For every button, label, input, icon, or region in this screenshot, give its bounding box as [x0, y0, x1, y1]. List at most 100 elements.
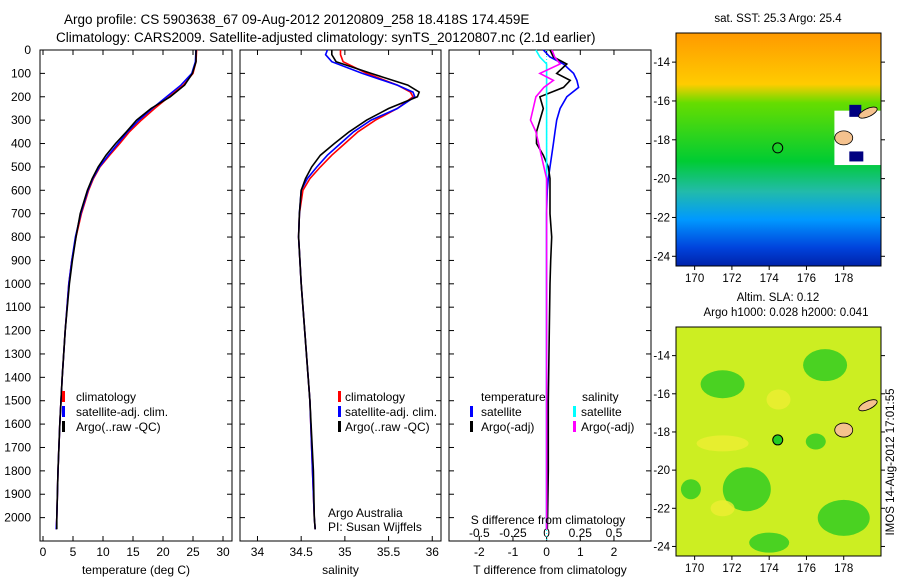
x-tick-label: 36 [426, 545, 440, 559]
legend-label: Argo(..raw -QC) [76, 420, 161, 434]
y-tick-label: 1400 [4, 370, 31, 384]
legend-label: satellite-adj. clim. [345, 405, 437, 419]
lon-tick-label: 170 [685, 563, 704, 575]
y-tick-label: 700 [11, 207, 31, 221]
sla-map-panel: Altim. SLA: 0.12 Argo h1000: 0.028 h2000… [653, 292, 885, 575]
x-axis-label: T difference from climatology [473, 563, 627, 577]
sla-map-subtitle: Argo h1000: 0.028 h2000: 0.041 [704, 307, 869, 319]
legend-swatch-satellite [62, 406, 65, 417]
sla-low-blob [817, 499, 870, 536]
sla-low-blob [680, 479, 701, 500]
sst-cell [849, 151, 864, 162]
x-tick-label: 0 [543, 545, 550, 559]
y-tick-label: 300 [11, 113, 31, 127]
x-tick-label: 35 [338, 545, 352, 559]
x-tick-label: 34.5 [289, 545, 313, 559]
imos-watermark: IMOS 14-Aug-2012 17:01:55 [885, 388, 897, 535]
annotation-pi: PI: Susan Wijffels [328, 520, 422, 534]
y-tick-label: 800 [11, 230, 31, 244]
sla-map-title: Altim. SLA: 0.12 [737, 292, 819, 304]
legend-label: satellite [581, 405, 622, 419]
temperature-panel: 0 5 10 15 20 25 30 temperature (deg C) 0 100 200 30… [4, 43, 233, 577]
legend-label: Argo(..raw -QC) [345, 420, 430, 434]
lat-tick-label: -22 [653, 503, 670, 515]
plot-frame [239, 49, 442, 542]
legend-swatch-satellite [338, 406, 341, 417]
y-tick-label: 1000 [4, 277, 31, 291]
x-tick-label: -1 [508, 545, 519, 559]
legend-swatch-s-satellite [573, 406, 576, 417]
x-tick-label: 30 [216, 545, 230, 559]
x-tick-label: 15 [126, 545, 140, 559]
sst-map-panel: sat. SST: 25.3 Argo: 25.4 170 172 174 176 17… [653, 13, 885, 285]
x-tick-label: 2 [611, 545, 618, 559]
argo-position-marker [772, 434, 784, 446]
lon-tick-label: 174 [760, 273, 780, 285]
y-tick-label: 100 [11, 66, 31, 80]
lon-tick-label: 170 [685, 273, 704, 285]
lon-tick-label: 172 [722, 273, 741, 285]
header-line2: Climatology: CARS2009. Satellite-adjuste… [56, 30, 596, 45]
lon-tick-label: 174 [760, 563, 780, 575]
x-axis-label: temperature (deg C) [82, 563, 190, 577]
lon-tick-label: 178 [834, 563, 853, 575]
difference-legend: temperature salinity satellite Argo(-adj… [470, 390, 634, 527]
sla-low-blob [722, 467, 771, 512]
x-tick-label: 25 [186, 545, 200, 559]
x-tick-label: 0 [40, 545, 47, 559]
x-axis-label: salinity [322, 563, 359, 577]
x-tick-label: 1 [577, 545, 584, 559]
land-viti-levu [834, 130, 854, 146]
series-line-argo-raw-qc- [55, 50, 197, 530]
lat-tick-label: -16 [653, 96, 670, 108]
y-tick-label: 1700 [4, 440, 31, 454]
y-tick-label: 1800 [4, 464, 31, 478]
salinity-panel: 34 34.5 35 35.5 36 salinity [239, 49, 442, 577]
lat-tick-label: -14 [653, 351, 670, 363]
sla-low-blob [749, 532, 790, 553]
series-line-argo-raw-qc- [297, 50, 421, 530]
legend-swatch-argo [62, 421, 65, 432]
s-diff-tick-label: 0.25 [569, 526, 593, 540]
y-tick-label: 1200 [4, 324, 31, 338]
plot-frame [39, 49, 233, 542]
y-tick-label: 200 [11, 90, 31, 104]
y-tick-label: 600 [11, 183, 31, 197]
y-tick-label: 1900 [4, 487, 31, 501]
sst-map-title: sat. SST: 25.3 Argo: 25.4 [714, 13, 842, 25]
argo-position-marker [772, 142, 784, 154]
y-tick-label: 1100 [5, 300, 31, 314]
s-diff-axis-label: S difference from climatology [471, 513, 626, 527]
y-tick-label: 1500 [4, 394, 31, 408]
map-frame [675, 326, 882, 557]
s-diff-tick-label: -0.5 [469, 526, 490, 540]
legend-label: climatology [76, 390, 136, 404]
legend-swatch-t-satellite [470, 406, 473, 417]
lon-tick-label: 172 [722, 563, 741, 575]
temperature-legend: climatology satellite-adj. clim. Argo(..… [62, 390, 168, 434]
lat-tick-label: -16 [653, 389, 670, 401]
salinity-legend: climatology satellite-adj. clim. Argo(..… [328, 390, 437, 534]
legend-label: satellite-adj. clim. [76, 405, 168, 419]
legend-header-temperature: temperature [481, 390, 546, 404]
land-vanua-levu [858, 399, 878, 412]
sst-cell [849, 104, 862, 117]
x-tick-label: 10 [96, 545, 110, 559]
y-tick-label: 1300 [4, 347, 31, 361]
legend-swatch-t-argo [470, 421, 473, 432]
lat-tick-label: -22 [653, 212, 670, 224]
map-frame [675, 32, 882, 267]
s-diff-tick-label: 0.5 [606, 526, 623, 540]
annotation-argo-australia: Argo Australia [328, 506, 403, 520]
x-tick-label: 34 [251, 545, 265, 559]
x-tick-label: 35.5 [377, 545, 401, 559]
y-tick-label: 2000 [4, 511, 31, 525]
land-viti-levu [834, 422, 854, 438]
s-diff-tick-label: -0.25 [499, 526, 527, 540]
lon-tick-label: 176 [797, 273, 816, 285]
lat-tick-label: -14 [653, 57, 670, 69]
sla-high-blob [696, 435, 749, 452]
series-line-salinity-argo-adj- [529, 49, 562, 530]
lat-tick-label: -18 [653, 427, 670, 439]
